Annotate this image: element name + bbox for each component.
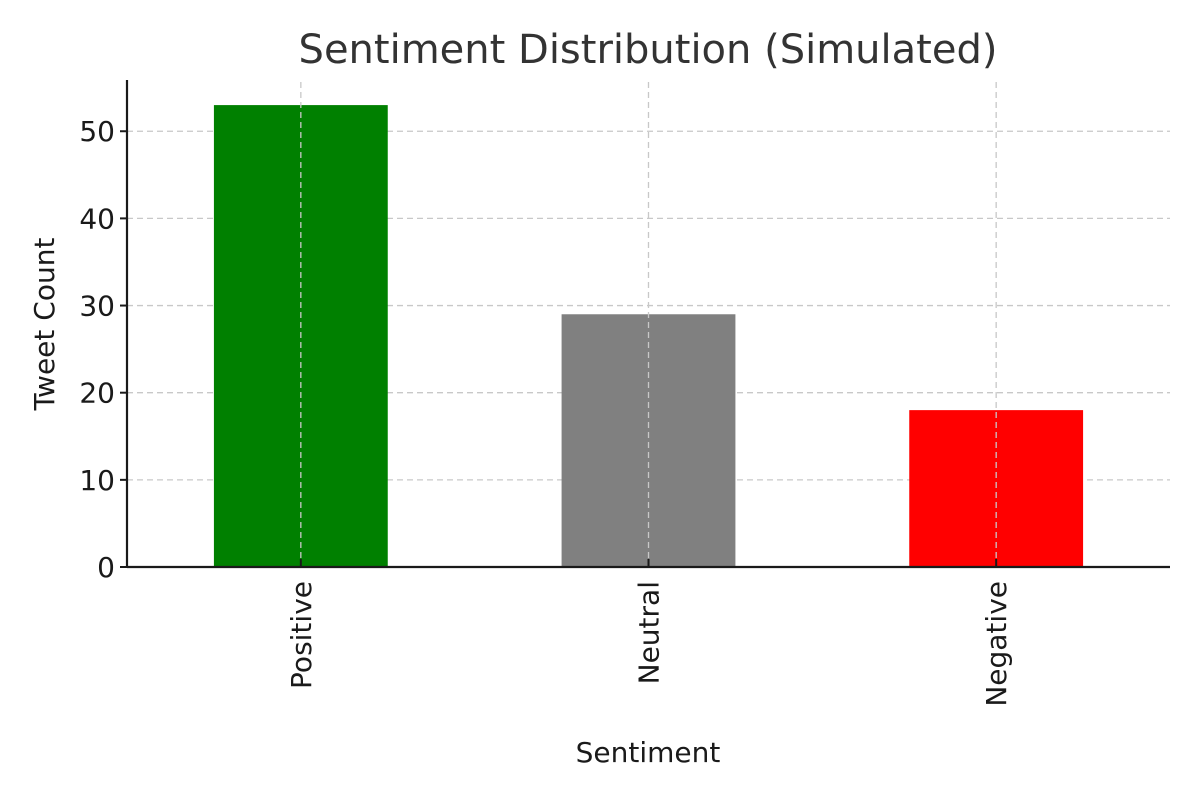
- x-ticks: Positive Neutral Negative: [285, 559, 1013, 707]
- x-tick-label-negative: Negative: [980, 581, 1013, 707]
- y-tick-label: 50: [79, 115, 115, 148]
- y-tick-label: 0: [97, 551, 115, 584]
- x-tick-label-positive: Positive: [285, 581, 318, 689]
- y-tick-label: 10: [79, 464, 115, 497]
- x-grid: [300, 82, 997, 567]
- y-tick-label: 30: [79, 290, 115, 323]
- y-tick-label: 20: [79, 377, 115, 410]
- y-tick-label: 40: [79, 202, 115, 235]
- y-ticks: 0 10 20 30 40 50: [79, 115, 127, 584]
- chart-title: Sentiment Distribution (Simulated): [299, 27, 998, 73]
- x-tick-label-neutral: Neutral: [633, 581, 666, 684]
- y-axis-label: Tweet Count: [28, 238, 61, 412]
- x-axis-label: Sentiment: [576, 736, 721, 769]
